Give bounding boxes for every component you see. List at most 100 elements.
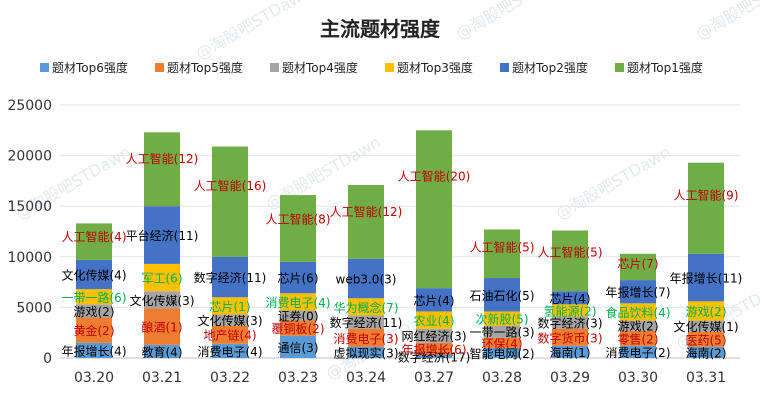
data-label: 人工智能(5) (470, 239, 535, 254)
x-tick-label: 03.30 (618, 370, 658, 386)
data-label: 证券(0) (278, 308, 319, 323)
data-label: 黄金(2) (74, 323, 115, 338)
data-label: 文化传媒(3) (130, 293, 195, 308)
legend-swatch (615, 63, 624, 72)
bar-segment (348, 258, 384, 299)
data-label: 石油石化(5) (470, 289, 535, 303)
bar-segment (144, 308, 180, 345)
data-label: 通信(3) (278, 341, 319, 355)
data-label: 海南(2) (686, 345, 727, 360)
data-label: 年报增长(7) (606, 285, 671, 300)
bar-segment (552, 345, 588, 358)
bar-segment (144, 344, 180, 358)
bar-segment (416, 328, 452, 343)
x-axis: 03.20 03.21 03.22 03.23 03.24 03.27 03.28 03.29… (74, 370, 726, 386)
watermark-text: @淘股吧STDawn (553, 142, 674, 223)
bar-segment (280, 261, 316, 294)
legend-swatch (500, 63, 509, 72)
data-label: 芯片(4) (414, 294, 455, 308)
y-tick-label: 10000 (7, 250, 52, 266)
y-tick-label: 15000 (7, 199, 52, 215)
legend-label: 题材Top2强度 (512, 60, 588, 75)
data-label: 年报增长(4) (62, 343, 127, 358)
bar-segment (484, 337, 520, 348)
bar-segment (416, 342, 452, 355)
bar-segment (688, 320, 724, 332)
bar-segment (552, 316, 588, 329)
data-label: 消费电子(4) (266, 296, 331, 310)
y-tick-label: 20000 (7, 149, 52, 165)
data-label: 数字货币(3) (538, 330, 603, 345)
data-label: 人工智能(5) (538, 245, 603, 260)
bar-segment (484, 347, 520, 358)
data-labels: 年报增长(4)黄金(2)游戏(2)一带一路(6)文化传媒(4)人工智能(4)教育… (62, 151, 743, 364)
data-label: 数字经济(11) (194, 270, 267, 285)
x-tick-label: 03.23 (278, 370, 318, 386)
bar-segment (416, 288, 452, 312)
data-label: 次新股(5) (476, 312, 529, 327)
bar-segment (144, 132, 180, 207)
bar-segment (144, 291, 180, 309)
legend-label: 题材Top6强度 (52, 60, 128, 75)
bar-segment (212, 314, 248, 326)
x-tick-label: 03.20 (74, 370, 114, 386)
bar-segment (76, 289, 112, 305)
legend-label: 题材Top1强度 (627, 60, 703, 75)
data-label: 覆铜板(2) (272, 321, 325, 336)
data-label: 年报增长(11) (670, 271, 743, 286)
bar-segment (212, 343, 248, 358)
bar-segment (552, 230, 588, 292)
bar-segment (144, 263, 180, 292)
data-label: 军工(6) (142, 272, 183, 286)
data-label: 芯片(1) (210, 300, 251, 314)
bar-segment (348, 315, 384, 329)
bar-segment (348, 184, 384, 259)
data-label: 游戏(2) (618, 320, 659, 334)
data-label: 人工智能(12) (330, 204, 403, 219)
legend-swatch (40, 63, 49, 72)
bar-segment (76, 223, 112, 260)
bar-segment (688, 162, 724, 254)
data-label: 人工智能(20) (398, 168, 471, 183)
data-label: 文化传媒(4) (62, 268, 127, 283)
bar-segment (620, 330, 656, 346)
bar-segment (688, 253, 724, 302)
data-label: 环保(4) (482, 337, 523, 351)
data-label: 消费电子(2) (606, 346, 671, 360)
data-label: 数字经济(3) (538, 316, 603, 331)
bar-segment (76, 259, 112, 290)
bar-segment (280, 293, 316, 311)
x-tick-label: 03.24 (346, 370, 386, 386)
legend-swatch (155, 63, 164, 72)
data-label: web3.0(3) (336, 273, 397, 287)
x-tick-label: 03.22 (210, 370, 250, 386)
bar-segment (348, 298, 384, 316)
bar-segment (688, 346, 724, 358)
data-label: 教育(4) (142, 344, 183, 359)
x-tick-label: 03.21 (142, 370, 182, 386)
data-label: 海南(1) (550, 345, 591, 360)
bar-segment (484, 229, 520, 279)
bar-segment (348, 346, 384, 358)
y-axis: 0 5000 10000 15000 20000 25000 (7, 98, 52, 367)
y-tick-label: 5000 (16, 300, 52, 316)
bar-segment (688, 331, 724, 347)
data-label: 智能电网(2) (470, 346, 535, 361)
data-label: 一带一路(6) (62, 290, 127, 305)
x-tick-label: 03.28 (482, 370, 522, 386)
data-label: 人工智能(8) (266, 211, 331, 226)
bar-segment (76, 342, 112, 358)
y-tick-label: 25000 (7, 98, 52, 114)
bar-segment (212, 146, 248, 257)
data-label: 氢能源(2) (544, 303, 597, 318)
data-label: 消费电子(4) (198, 345, 263, 359)
bar-segment (416, 311, 452, 329)
data-label: 年报增长(6) (402, 342, 467, 357)
data-label: 文化传媒(3) (198, 313, 263, 328)
bar-segment (552, 291, 588, 305)
bar-segment (620, 253, 656, 281)
data-label: 芯片(4) (550, 292, 591, 306)
data-label: 数字经济(11) (330, 315, 403, 330)
data-label: 游戏(2) (686, 305, 727, 319)
